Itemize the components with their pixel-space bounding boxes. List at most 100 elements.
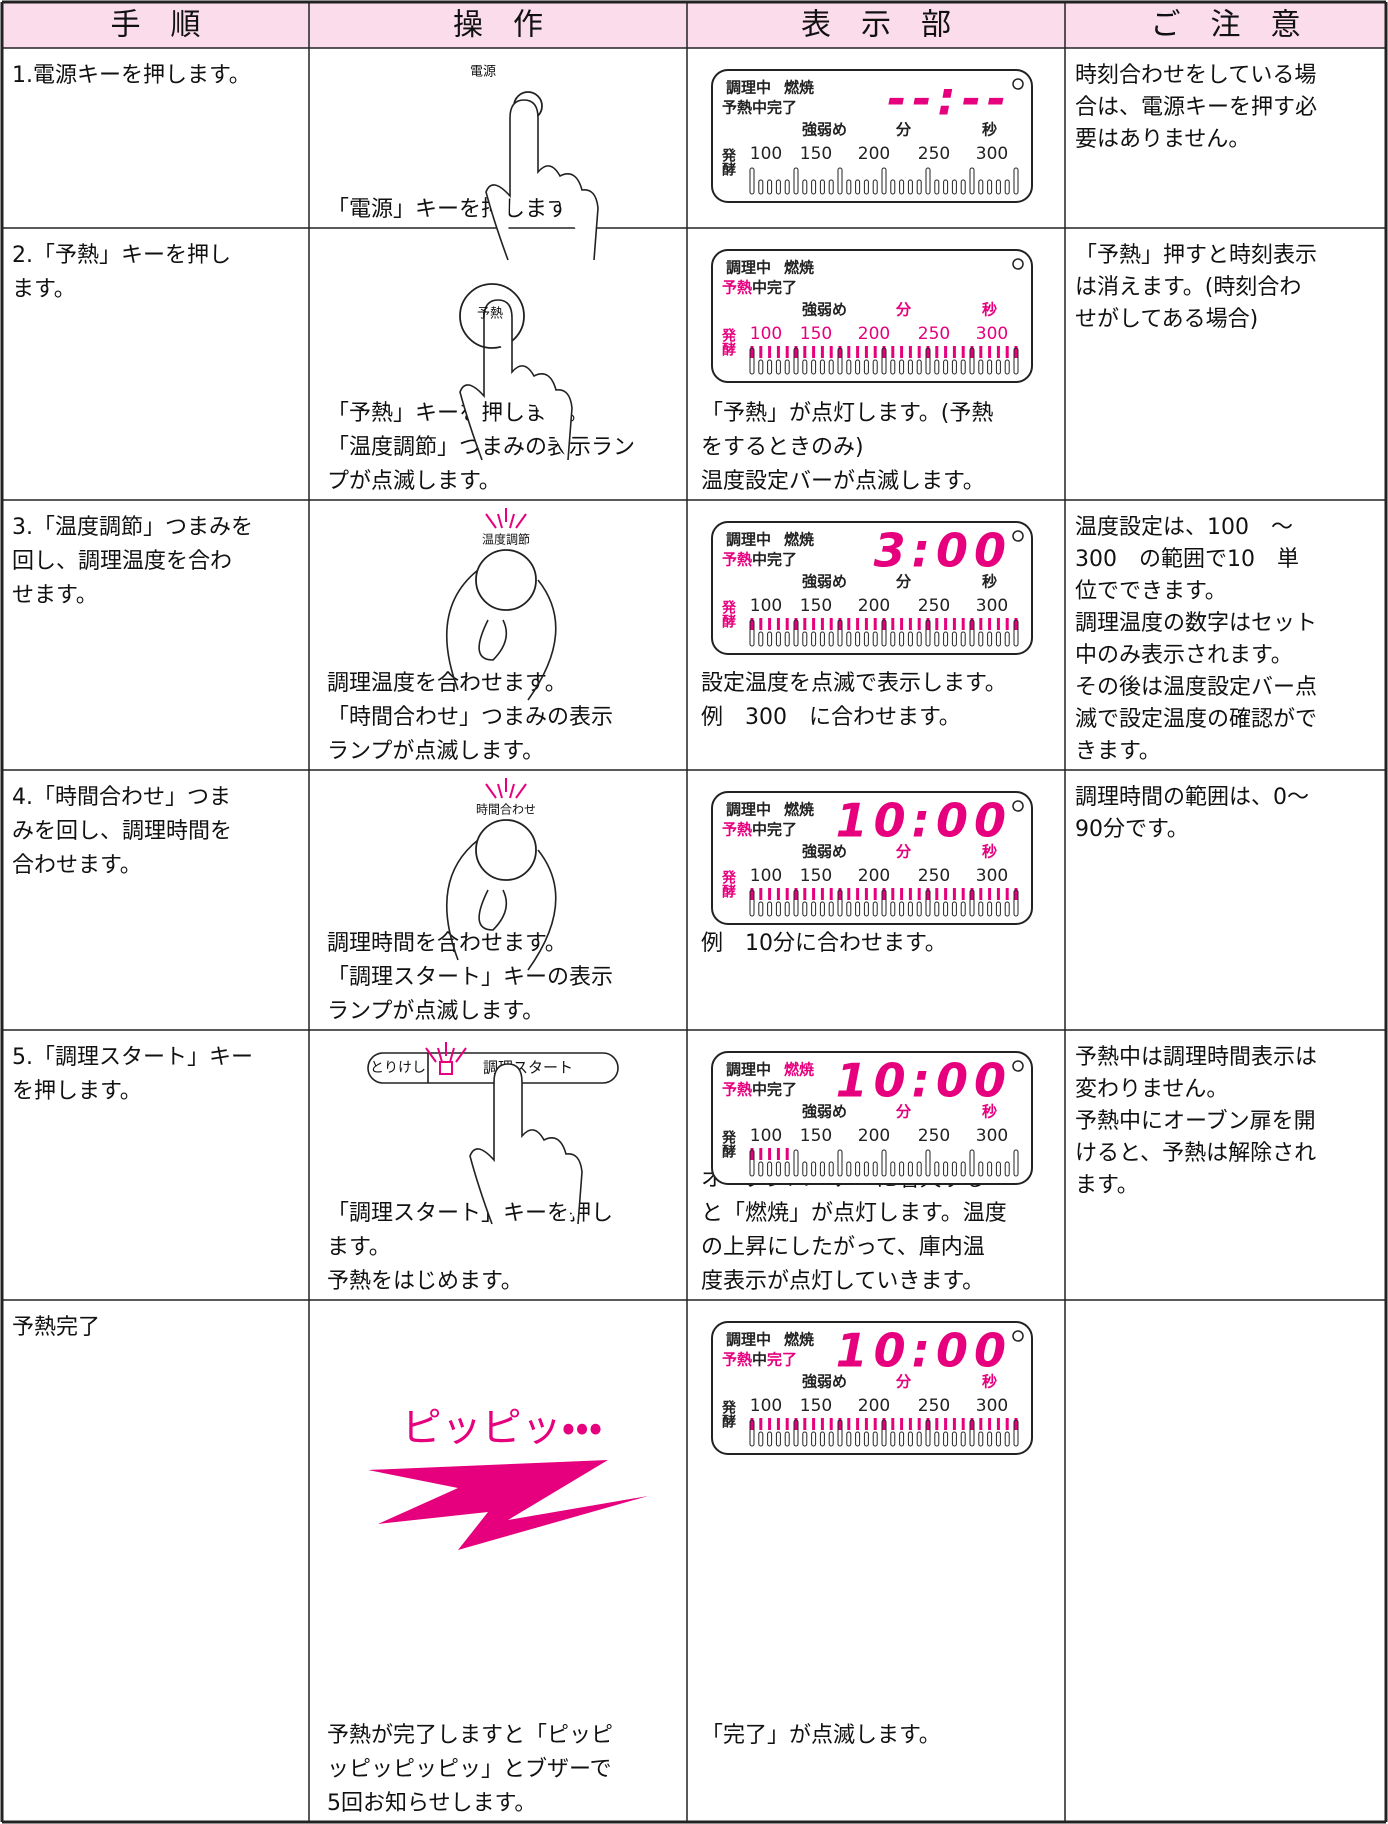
step-text: 合わせます。 bbox=[12, 853, 142, 878]
lcd-label: 完了 bbox=[766, 99, 797, 117]
note-text: 変わりません。 bbox=[1075, 1077, 1228, 1102]
lcd-bar bbox=[758, 359, 764, 375]
lcd-bar bbox=[837, 1419, 843, 1447]
lcd-bar bbox=[1004, 179, 1010, 195]
lcd-bar bbox=[802, 179, 808, 195]
lcd-bar bbox=[916, 359, 922, 375]
lcd-bar bbox=[828, 631, 834, 647]
lcd-label: 秒 bbox=[982, 843, 997, 861]
note-text: 予熱中は調理時間表示は bbox=[1075, 1045, 1317, 1070]
lcd-bar bbox=[943, 179, 949, 195]
lcd-dot bbox=[1012, 78, 1024, 90]
lcd-bar bbox=[863, 179, 869, 195]
lamp-spark bbox=[437, 1047, 443, 1063]
lcd-bar bbox=[943, 359, 949, 375]
note-text: 合は、電源キーを押す必 bbox=[1075, 95, 1317, 120]
lcd-bar bbox=[925, 347, 931, 375]
lcd-scale: 200 bbox=[858, 324, 890, 344]
note-text: 調理時間の範囲は、0～ bbox=[1075, 785, 1309, 810]
lcd-bar bbox=[846, 359, 852, 375]
lcd-bar bbox=[775, 359, 781, 375]
lcd-label: 強弱め bbox=[802, 121, 847, 139]
lcd-label: 強弱め bbox=[802, 1103, 847, 1121]
lcd-bar bbox=[978, 631, 984, 647]
key-label: 予熱 bbox=[477, 307, 503, 322]
lcd-label: 燃焼 bbox=[784, 531, 814, 549]
lcd-bar bbox=[907, 1161, 913, 1177]
lcd-bar bbox=[819, 901, 825, 917]
lcd-bar bbox=[1013, 1149, 1019, 1177]
lcd-bar bbox=[969, 167, 975, 195]
step-text: 1.電源キーを押します。 bbox=[12, 63, 251, 88]
note-text: 300 の範囲で10 単 bbox=[1075, 547, 1299, 572]
note-text: 中のみ表示されます。 bbox=[1075, 643, 1293, 668]
lcd-bar bbox=[1013, 889, 1019, 917]
lcd-bar bbox=[1004, 359, 1010, 375]
lcd-bar bbox=[925, 619, 931, 647]
lcd-label: 中 bbox=[752, 821, 767, 839]
lcd-bar bbox=[855, 631, 861, 647]
lcd-scale: 150 bbox=[800, 596, 832, 616]
lamp-spark bbox=[425, 1047, 437, 1063]
lcd-scale: 150 bbox=[800, 324, 832, 344]
lcd-label: 調理中 bbox=[726, 259, 771, 277]
lcd-scale: 300 bbox=[976, 144, 1008, 164]
lcd-bar bbox=[819, 179, 825, 195]
lcd-label: 強弱め bbox=[802, 573, 847, 591]
lcd-bar bbox=[1013, 1419, 1019, 1447]
lcd-label: 分 bbox=[895, 121, 912, 139]
lcd-bar bbox=[837, 167, 843, 195]
lcd-bar bbox=[863, 359, 869, 375]
lcd-bar bbox=[793, 1419, 799, 1447]
lcd-bar bbox=[899, 179, 905, 195]
lcd-bar bbox=[749, 1149, 755, 1177]
lcd-label: 分 bbox=[895, 301, 912, 319]
lcd-scale: 150 bbox=[800, 1396, 832, 1416]
lcd-bar bbox=[749, 347, 755, 375]
lcd-bar bbox=[784, 631, 790, 647]
lcd-bar bbox=[749, 167, 755, 195]
lcd-scale: 100 bbox=[750, 144, 782, 164]
hand bbox=[459, 299, 573, 461]
lcd-bar bbox=[793, 1149, 799, 1177]
lcd-bar bbox=[960, 1161, 966, 1177]
lcd-scale: 300 bbox=[976, 1126, 1008, 1146]
lcd-label: 中 bbox=[752, 279, 767, 297]
note-text: 滅で設定温度の確認がで bbox=[1075, 707, 1317, 732]
operation-text: ッピッピッピッ」とブザーで bbox=[327, 1757, 612, 1782]
lcd-bar bbox=[1013, 167, 1019, 195]
lcd-bar bbox=[934, 631, 940, 647]
note-text: 予熱中にオーブン扉を開 bbox=[1075, 1109, 1316, 1134]
lcd-scale: 150 bbox=[800, 1126, 832, 1146]
lcd-bar bbox=[811, 359, 817, 375]
lcd-bar bbox=[837, 1149, 843, 1177]
operation-text: 調理時間を合わせます。 bbox=[327, 931, 567, 956]
lcd-scale: 250 bbox=[918, 144, 950, 164]
lcd-bar bbox=[881, 1149, 887, 1177]
header-cell: 操 作 bbox=[453, 8, 543, 43]
step-text: せます。 bbox=[12, 583, 98, 608]
lcd-bar bbox=[1013, 619, 1019, 647]
lcd-ferment: 発酵 bbox=[720, 1129, 737, 1159]
display-text: 「完了」が点滅します。 bbox=[701, 1723, 941, 1748]
lcd-scale: 200 bbox=[858, 1126, 890, 1146]
lcd-bar bbox=[899, 359, 905, 375]
lcd-bar bbox=[758, 179, 764, 195]
lcd-label: 中 bbox=[752, 99, 767, 117]
lcd-label: 予熱 bbox=[722, 1351, 752, 1369]
lcd-bar bbox=[872, 631, 878, 647]
lcd-bar bbox=[775, 631, 781, 647]
lamp-spark bbox=[497, 783, 503, 799]
lcd-label: 完了 bbox=[766, 279, 797, 297]
lcd-label: 完了 bbox=[766, 1351, 797, 1369]
lcd-bar bbox=[995, 631, 1001, 647]
lcd-bar bbox=[819, 1161, 825, 1177]
lcd-bar bbox=[775, 179, 781, 195]
lcd-scale: 200 bbox=[858, 144, 890, 164]
lcd-time: 10:00 bbox=[836, 1324, 1012, 1378]
display-text: の上昇にしたがって、庫内温 bbox=[701, 1235, 985, 1260]
lcd-bar bbox=[837, 619, 843, 647]
note-text: けると、予熱は解除され bbox=[1075, 1141, 1316, 1166]
lcd-bar bbox=[837, 347, 843, 375]
operation-text: ます。 bbox=[327, 1235, 391, 1260]
